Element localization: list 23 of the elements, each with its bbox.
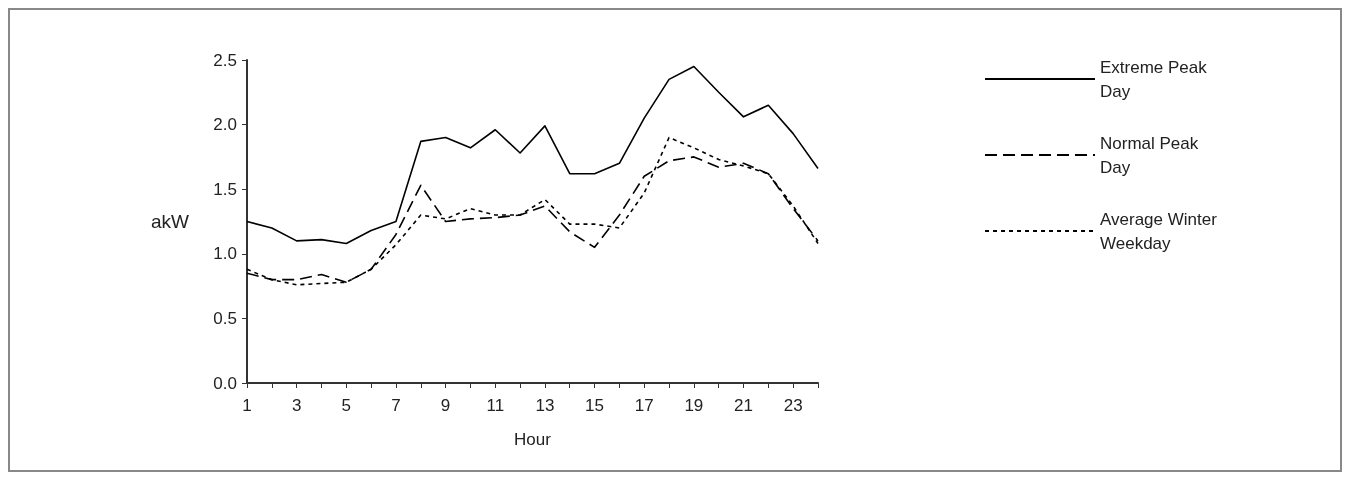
y-tick-label: 0.0 <box>213 373 237 393</box>
x-tick-label: 15 <box>585 396 605 415</box>
text: Average Winter Weekday <box>1100 209 1222 253</box>
x-tick-label: 13 <box>535 396 555 415</box>
x-tick-label: 11 <box>486 396 505 415</box>
text: Extreme Peak Day <box>1100 57 1212 101</box>
x-tick-label: 23 <box>783 396 803 415</box>
x-tick-label: 9 <box>440 396 451 415</box>
text: Normal Peak Day <box>1100 133 1203 177</box>
x-tick-label: 17 <box>634 396 654 415</box>
y-tick-label: 0.5 <box>213 308 237 328</box>
x-tick-label: 7 <box>391 396 401 415</box>
x-tick-label: 19 <box>684 396 704 415</box>
y-tick-label: 1.5 <box>213 179 237 199</box>
y-tick-label: 2.5 <box>213 50 237 70</box>
x-tick-label: 3 <box>291 396 302 415</box>
x-tick-label: 5 <box>341 396 352 415</box>
y-tick-label: 1.0 <box>213 244 237 264</box>
y-tick-label: 2.0 <box>213 115 237 135</box>
x-tick-label: 1 <box>242 396 252 415</box>
x-axis-title: Hour <box>514 430 552 449</box>
x-tick-label: 21 <box>734 396 753 415</box>
y-axis-title: akW <box>151 211 190 232</box>
